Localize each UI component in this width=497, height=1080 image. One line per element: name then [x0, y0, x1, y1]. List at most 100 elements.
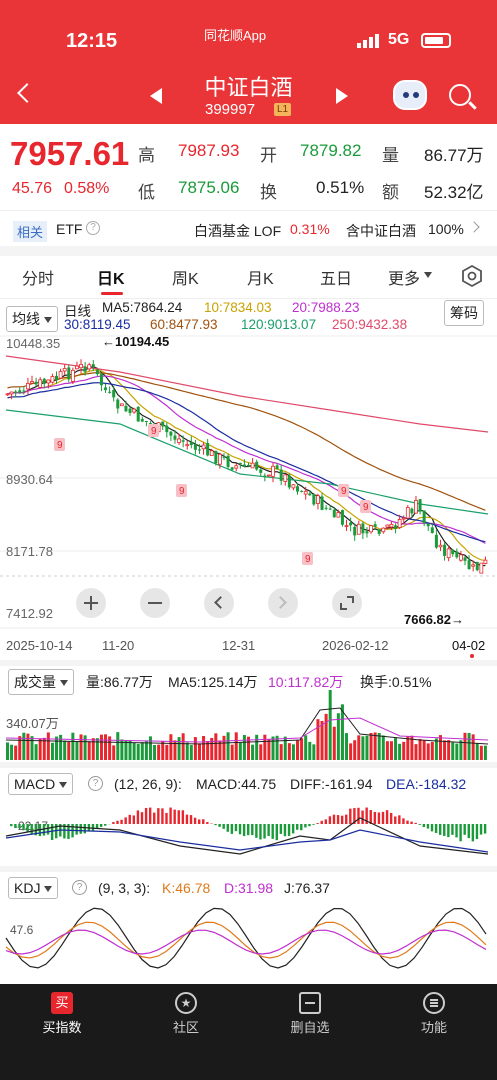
amount-value: 52.32亿 — [424, 183, 484, 202]
candle — [58, 371, 63, 379]
macd-bar — [202, 819, 205, 824]
volume-bar — [296, 739, 300, 760]
macd-bar — [357, 807, 360, 824]
kdj-j-line — [5, 907, 487, 969]
candle — [18, 390, 22, 393]
volume-bar — [34, 744, 38, 760]
related-bar[interactable]: 相关 ETF ? 白酒基金 LOF 0.31% 含中证白酒 100% — [0, 210, 497, 246]
zoom-out-button[interactable] — [140, 588, 170, 618]
tab-weekly[interactable]: 周K — [172, 271, 199, 288]
macd-bar — [67, 824, 70, 839]
scroll-left-button[interactable] — [204, 588, 234, 618]
tab-intraday[interactable]: 分时 — [22, 271, 55, 288]
kdj-selector[interactable]: KDJ — [8, 877, 59, 899]
ma60-value: 60:8477.93 — [150, 317, 218, 332]
volume-selector[interactable]: 成交量 — [8, 669, 74, 695]
help-icon[interactable]: ? — [88, 776, 103, 791]
candle — [38, 379, 43, 388]
candle — [79, 363, 83, 369]
tab-more[interactable]: 更多 — [388, 271, 421, 288]
volume-bar — [218, 740, 222, 760]
macd-bar — [197, 819, 201, 824]
volume-bar — [300, 738, 304, 760]
macd-bar — [14, 824, 17, 829]
zoom-in-button[interactable] — [76, 588, 106, 618]
prev-stock-icon[interactable] — [150, 88, 162, 104]
macd-selector[interactable]: MACD — [8, 773, 74, 795]
volume-bar — [18, 736, 22, 760]
macd-bar — [381, 811, 385, 824]
fund-name[interactable]: 白酒基金 LOF — [194, 223, 282, 239]
ma-line — [7, 369, 486, 561]
dropdown-icon — [59, 680, 68, 687]
candle — [5, 393, 10, 396]
open-value: 7879.82 — [300, 141, 362, 160]
volume-bar — [210, 737, 214, 760]
candlestick-chart[interactable]: 10448.35 8930.64 8171.78 7412.92 ←10194.… — [0, 334, 497, 630]
volume-bar — [75, 741, 79, 760]
settings-icon[interactable] — [460, 264, 484, 288]
candle — [104, 387, 108, 391]
volume-selector-label: 成交量 — [14, 674, 56, 690]
tab-daily[interactable]: 日K — [97, 271, 125, 288]
volume-bar — [447, 740, 451, 760]
help-icon[interactable]: ? — [86, 221, 100, 235]
macd-bar — [373, 811, 377, 824]
candle — [377, 529, 381, 534]
volume-bar — [132, 742, 136, 760]
candle — [189, 442, 193, 445]
volume-bar — [177, 737, 181, 760]
tab-monthly[interactable]: 月K — [247, 271, 274, 288]
macd-bar — [438, 824, 442, 835]
buy-icon: 买 — [51, 992, 73, 1014]
chip-distribution-button[interactable]: 筹码 — [444, 300, 484, 326]
volume-bar — [251, 744, 255, 760]
candle — [234, 465, 239, 469]
help-icon[interactable]: ? — [72, 880, 87, 895]
search-icon[interactable] — [449, 84, 471, 106]
volume-bar — [38, 738, 42, 760]
nav-functions[interactable]: 功能 — [372, 984, 496, 1054]
macd-bar — [75, 824, 78, 835]
candle — [340, 510, 344, 525]
candle — [22, 390, 26, 392]
nav-community[interactable]: ★ 社区 — [124, 984, 248, 1054]
ma-selector[interactable]: 均线 — [6, 306, 58, 332]
candle — [308, 493, 312, 496]
robot-assistant-icon[interactable] — [393, 80, 427, 110]
candle — [201, 444, 206, 450]
candle — [99, 373, 103, 386]
tab-five-day[interactable]: 五日 — [320, 271, 353, 288]
nav-buy-index[interactable]: 买 买指数 — [0, 984, 124, 1054]
scroll-right-button[interactable] — [268, 588, 298, 618]
macd-bar — [361, 810, 364, 824]
ma-line — [7, 375, 486, 544]
macd-bar — [271, 824, 274, 839]
macd-dea-line — [5, 829, 489, 853]
macd-bar — [369, 810, 372, 824]
volume-bar — [430, 741, 434, 760]
next-stock-icon[interactable] — [336, 88, 348, 104]
volume-bar — [308, 741, 312, 760]
volume-bar — [275, 735, 279, 760]
ma-line — [7, 372, 486, 511]
volume-bar — [410, 735, 414, 760]
volume-current: 量:86.77万 — [86, 674, 153, 690]
macd-bar — [451, 824, 454, 835]
candle — [255, 461, 259, 470]
nav-remove-watchlist[interactable]: 删自选 — [248, 984, 372, 1054]
macd-value: MACD:44.75 — [196, 776, 277, 792]
macd-bar — [296, 824, 299, 830]
macd-dea: DEA:-184.32 — [386, 776, 467, 792]
volume-bar — [361, 736, 365, 760]
battery-icon — [421, 33, 451, 48]
macd-bar — [120, 819, 123, 824]
nav-label: 删自选 — [290, 1020, 330, 1035]
macd-bar — [181, 810, 185, 824]
volume-bar — [291, 744, 295, 760]
nav-label: 买指数 — [42, 1020, 82, 1035]
fullscreen-button[interactable] — [332, 588, 362, 618]
signal-marker — [360, 500, 371, 513]
candle — [320, 496, 324, 510]
volume-bar — [483, 745, 487, 760]
